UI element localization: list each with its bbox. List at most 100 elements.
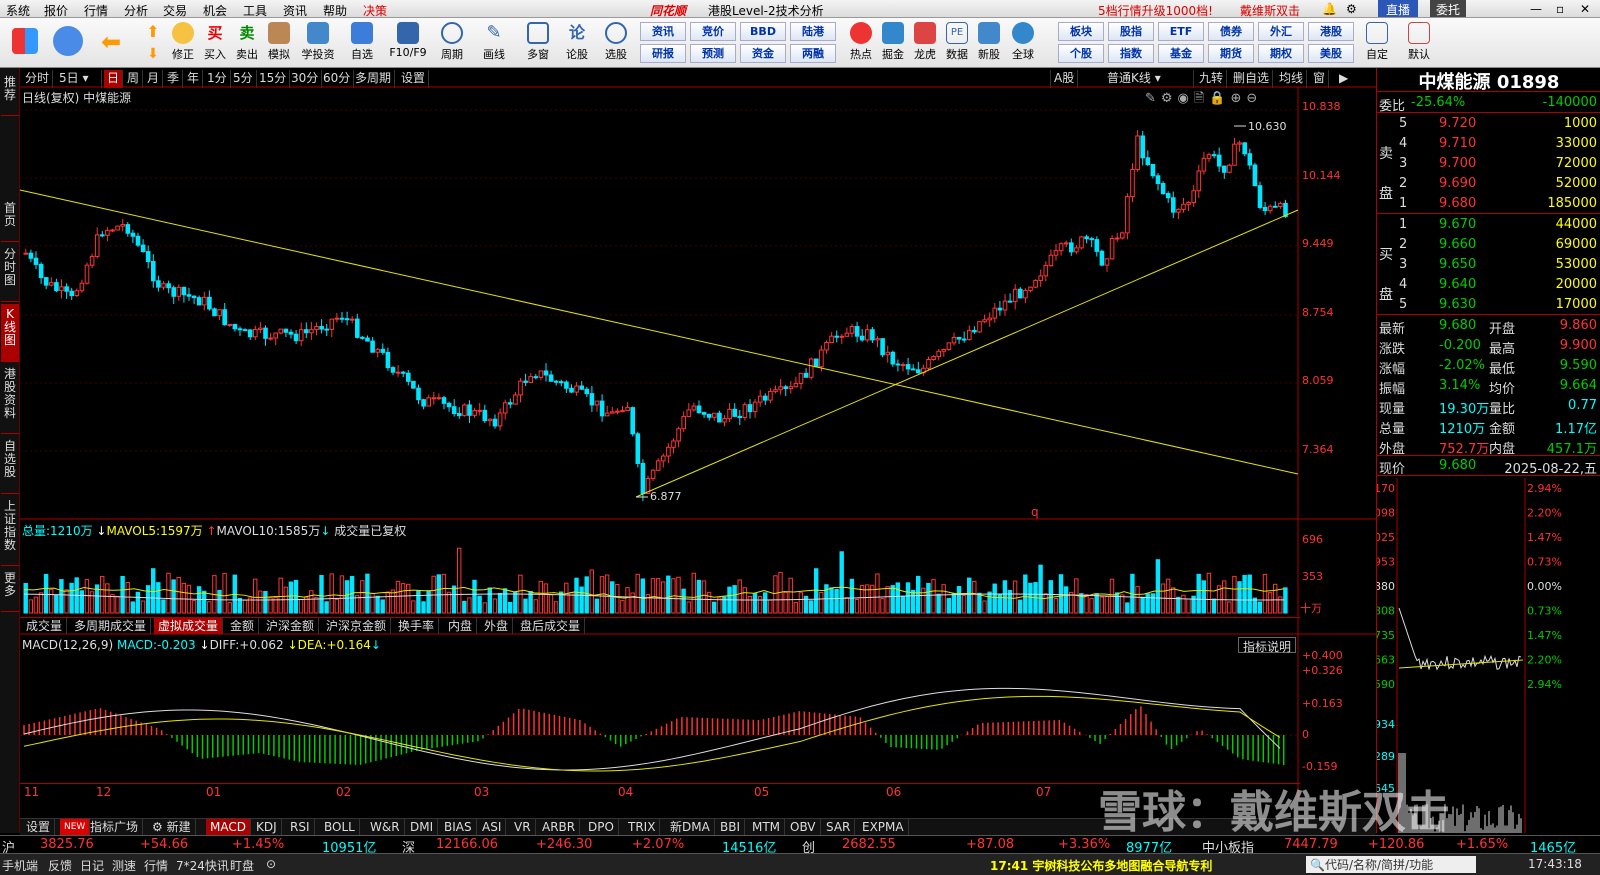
global-button[interactable]: 全球 [1006, 20, 1040, 66]
period-week[interactable]: 周 [124, 70, 144, 88]
cy-index-value[interactable]: 2682.55 [842, 837, 896, 852]
tab-home[interactable]: 首页 [1, 198, 19, 242]
indicator-tab[interactable]: SAR [822, 819, 856, 835]
indicator-tab[interactable]: TRIX [624, 819, 661, 835]
weituo-button[interactable]: 委托 [1430, 0, 1467, 17]
zx-index-value[interactable]: 7447.79 [1284, 837, 1338, 852]
bell-icon[interactable]: 🔔 [1322, 2, 1337, 16]
indicator-tab[interactable]: BIAS [440, 819, 477, 835]
tab-more[interactable]: 更多 [1, 568, 19, 612]
hot-button[interactable]: 热点 [846, 20, 876, 66]
live-button[interactable]: 直播 [1378, 0, 1419, 17]
tag-forex[interactable]: 外汇 [1258, 22, 1304, 41]
menu-tools[interactable]: 工具 [243, 4, 268, 18]
tag-hk[interactable]: 港股 [1308, 22, 1354, 41]
link-icon[interactable]: ⊙ [266, 857, 277, 871]
menu-decision[interactable]: 决策 [363, 4, 388, 18]
period-season[interactable]: 季 [164, 70, 184, 88]
order-book-row[interactable]: 1 9.670 44000 [1399, 217, 1597, 232]
tag-futures[interactable]: 期货 [1208, 44, 1254, 63]
period-settings[interactable]: 设置 [398, 70, 430, 88]
indicator-tab[interactable]: 新DMA [666, 819, 715, 835]
back-button[interactable]: ⬅ [96, 20, 126, 66]
period-1min[interactable]: 1分 [204, 70, 231, 88]
promo-link[interactable]: 5档行情升级1000档! [1098, 4, 1213, 18]
period-day[interactable]: 日 [104, 70, 124, 88]
tag-sector[interactable]: 板块 [1058, 22, 1104, 41]
tag-fund[interactable]: 基金 [1158, 44, 1204, 63]
order-book-row[interactable]: 2 9.660 69000 [1399, 237, 1597, 252]
menu-quote[interactable]: 报价 [44, 4, 69, 18]
tag-forecast[interactable]: 预测 [690, 44, 736, 63]
indicator-new[interactable]: ⚙ 新建 [148, 819, 196, 835]
tag-index[interactable]: 指数 [1108, 44, 1154, 63]
learn-button[interactable]: 学投资 [298, 20, 338, 66]
order-book-row[interactable]: 4 9.710 33000 [1399, 136, 1597, 151]
tag-news[interactable]: 资讯 [640, 22, 686, 41]
watchlist-button[interactable]: 自选 [344, 20, 380, 66]
user-name[interactable]: 戴维斯双击 [1240, 4, 1301, 18]
menu-chance[interactable]: 机会 [203, 4, 228, 18]
market-select[interactable]: A股 [1050, 70, 1079, 88]
indicator-settings[interactable]: 设置 [22, 819, 56, 835]
simulate-button[interactable]: 模拟 [264, 20, 294, 66]
indicator-tab[interactable]: KDJ [252, 819, 282, 835]
indicator-tab[interactable]: W&R [366, 819, 405, 835]
period-5day[interactable]: 5日 ▾ [56, 70, 102, 88]
indicator-tab[interactable]: VR [510, 819, 536, 835]
close-icon[interactable]: ✕ [1580, 2, 1591, 16]
data-button[interactable]: PE 数据 [942, 20, 972, 66]
indicator-tab[interactable]: BOLL [320, 819, 360, 835]
tag-us[interactable]: 美股 [1308, 44, 1354, 63]
period-5min[interactable]: 5分 [230, 70, 257, 88]
menu-trade[interactable]: 交易 [163, 4, 188, 18]
indicator-square[interactable]: 指标广场 [86, 819, 144, 835]
order-book-row[interactable]: 5 9.630 17000 [1399, 297, 1597, 312]
period-button[interactable]: 周期 [434, 20, 470, 66]
status-diary[interactable]: 日记 [80, 859, 105, 873]
jiuzhuan-toggle[interactable]: 九转 [1196, 70, 1228, 88]
period-timeshare[interactable]: 分时 [22, 70, 54, 88]
status-monitor[interactable]: 盯盘 [230, 859, 255, 873]
period-month[interactable]: 月 [144, 70, 164, 88]
ma-button[interactable]: 均线 [1276, 70, 1308, 88]
order-book-row[interactable]: 3 9.700 72000 [1399, 156, 1597, 171]
tag-lugang[interactable]: 陆港 [790, 22, 836, 41]
menu-help[interactable]: 帮助 [323, 4, 348, 18]
order-book-row[interactable]: 1 9.680 185000 [1399, 196, 1597, 211]
play-icon[interactable]: ▶ [1339, 71, 1349, 85]
mini-timeshare-chart[interactable]: 10.170 10.098 10.025 9.953 9.880 9.808 9.735 9.… [1377, 478, 1600, 833]
f10-button[interactable]: F10/F9 [386, 20, 430, 66]
tag-index-futures[interactable]: 股指 [1108, 22, 1154, 41]
tab-sh-index[interactable]: 上证指数 [1, 496, 19, 566]
period-60min[interactable]: 60分 [320, 70, 355, 88]
search-input[interactable]: 🔍代码/名称/简拼/功能 [1306, 856, 1476, 873]
chart-tool-icons[interactable]: ✎⚙◉🗎🔒⊕⊖ [1145, 91, 1263, 106]
multi-window-button[interactable]: 多窗 [520, 20, 556, 66]
minimize-icon[interactable]: — [1530, 2, 1542, 16]
tag-research[interactable]: 研报 [640, 44, 686, 63]
sz-index-value[interactable]: 12166.06 [436, 837, 499, 852]
indicator-tab[interactable]: RSI [286, 819, 315, 835]
news-ticker[interactable]: 17:41 宇树科技公布多地图融合导航专利 [990, 859, 1213, 873]
status-quote[interactable]: 行情 [144, 859, 169, 873]
tag-auction[interactable]: 竞价 [690, 22, 736, 41]
dragon-button[interactable]: 龙虎 [910, 20, 940, 66]
indicator-tab[interactable]: EXPMA [858, 819, 909, 835]
indicator-tab[interactable]: ASI [478, 819, 507, 835]
vol-tab[interactable]: 多周期成交量 [70, 618, 152, 634]
vol-tab[interactable]: 盘后成交量 [516, 618, 586, 634]
period-multi[interactable]: 多周期 [352, 70, 396, 88]
indicator-tab[interactable]: DMI [406, 819, 439, 835]
tag-bbd[interactable]: BBD [740, 22, 786, 41]
indicator-tab[interactable]: BBI [716, 819, 746, 835]
tag-capital[interactable]: 资金 [740, 44, 786, 63]
ipo-button[interactable]: 新股 [974, 20, 1004, 66]
tag-margin[interactable]: 两融 [790, 44, 836, 63]
tab-kline[interactable]: K线图 [1, 304, 19, 362]
vol-tab[interactable]: 沪深金额 [262, 618, 320, 634]
menu-analysis[interactable]: 分析 [124, 4, 149, 18]
kline-type-select[interactable]: 普通K线 ▾ [1104, 70, 1194, 88]
vol-tab[interactable]: 内盘 [444, 618, 478, 634]
vol-tab-active[interactable]: 虚拟成交量 [154, 618, 224, 634]
